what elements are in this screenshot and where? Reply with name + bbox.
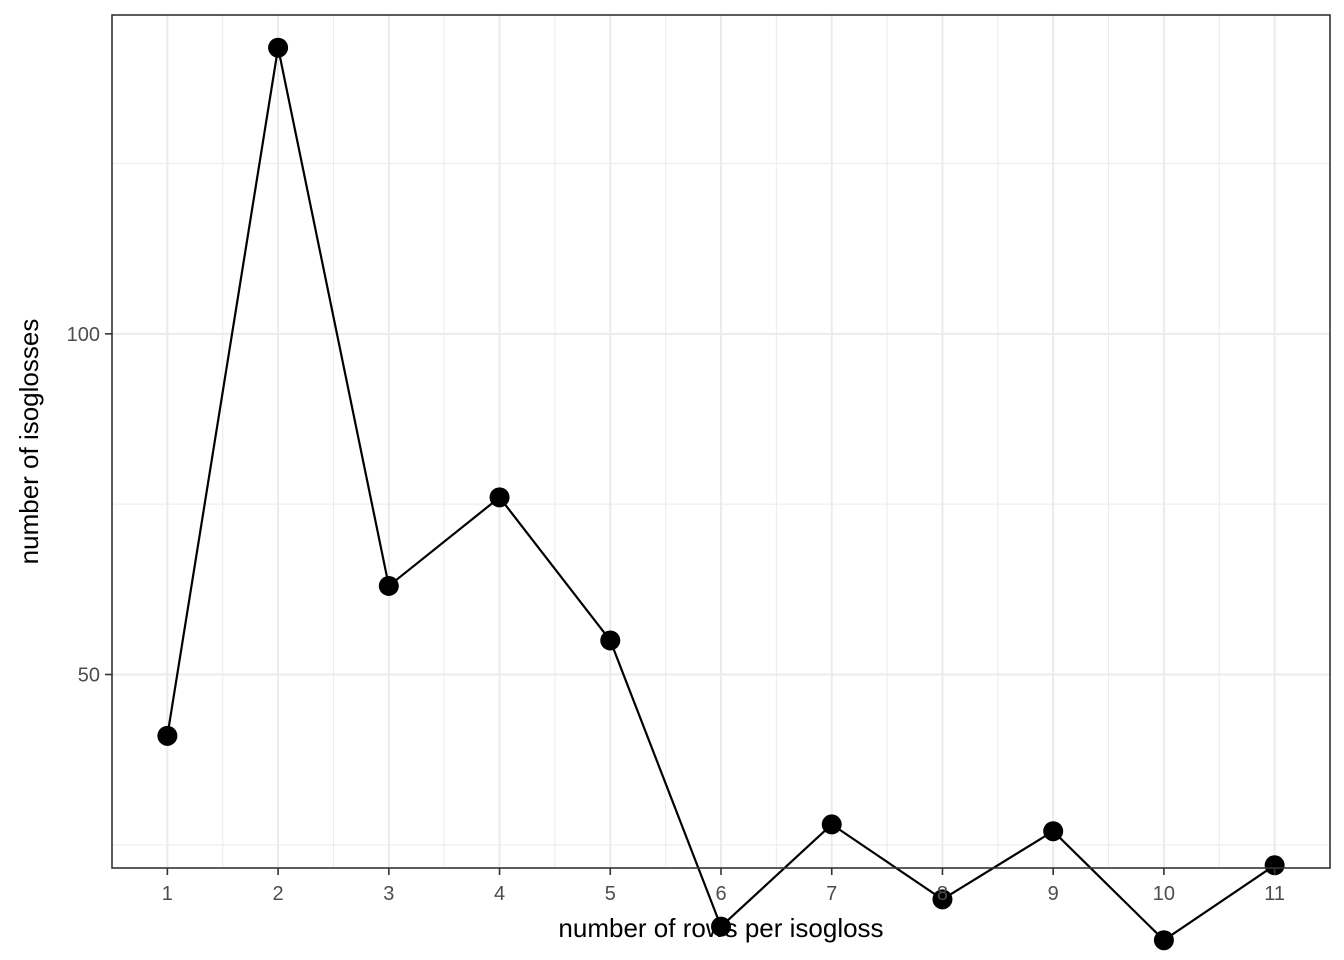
y-axis-ticks: 50 100 [67, 324, 112, 687]
major-gridlines [112, 15, 1330, 868]
x-tick-label: 3 [383, 883, 394, 905]
data-point [711, 916, 731, 937]
x-tick-label: 6 [715, 883, 726, 905]
x-tick-label: 1 [162, 883, 173, 905]
data-point [489, 487, 510, 508]
series-points [157, 37, 1285, 951]
data-point [157, 725, 178, 746]
x-tick-label: 4 [494, 883, 505, 905]
x-axis-ticks: 1 2 3 4 5 6 7 8 9 10 11 [162, 868, 1285, 905]
y-tick-label: 50 [78, 665, 100, 687]
x-tick-label: 5 [605, 883, 616, 905]
x-tick-label: 11 [1264, 883, 1285, 905]
data-point [378, 575, 399, 596]
data-point [821, 814, 842, 835]
x-tick-label: 8 [937, 883, 948, 905]
x-tick-label: 10 [1153, 883, 1175, 905]
x-tick-label: 7 [826, 883, 837, 905]
data-point [1043, 821, 1064, 842]
x-tick-label: 2 [273, 883, 284, 905]
y-tick-label: 100 [67, 324, 100, 346]
y-axis-title: number of isoglosses [14, 319, 44, 565]
x-tick-label: 9 [1048, 883, 1059, 905]
data-point [932, 889, 953, 910]
data-point [600, 630, 621, 651]
data-point [268, 37, 289, 58]
data-point [1153, 930, 1174, 951]
x-axis-title: number of rows per isogloss [558, 913, 883, 943]
data-point [1264, 855, 1285, 876]
